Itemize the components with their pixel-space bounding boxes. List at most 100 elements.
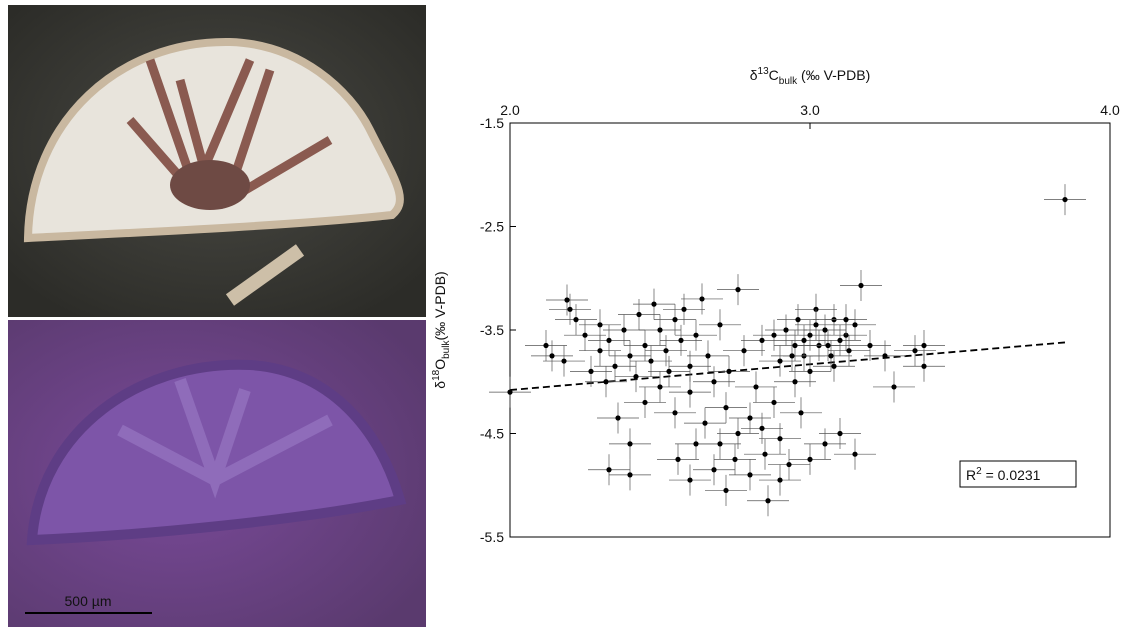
point [882,353,888,359]
point [687,389,693,395]
point [759,337,765,343]
point [1062,196,1068,203]
point [648,358,654,364]
point [813,322,819,328]
point [762,451,768,457]
point [597,322,603,328]
point [732,456,738,462]
point [603,379,609,385]
point [627,441,633,447]
point [807,368,813,374]
point [846,348,852,354]
point [801,337,807,343]
point [723,487,729,494]
point [615,415,621,421]
point [693,441,699,447]
trend-line [509,341,1066,391]
annotation-box: R2 = 0.0231 [959,460,1077,488]
point [741,348,747,354]
point [699,296,705,302]
point [789,353,795,359]
point [807,456,813,462]
point [561,358,567,364]
point [723,405,729,411]
point [921,342,927,349]
point [642,342,648,349]
point [837,430,843,437]
point [702,420,708,426]
x-tick-label: 2.0 [500,102,520,118]
point [627,472,633,478]
point [858,282,864,289]
point [852,322,858,328]
point [771,332,777,338]
point [687,477,693,483]
point [606,337,612,343]
point [711,379,717,385]
point [636,311,642,318]
point [792,342,798,349]
point [735,287,741,293]
point [753,384,759,390]
point [549,353,555,359]
point [672,317,678,323]
point [657,327,663,333]
point [786,461,792,468]
point [822,327,828,333]
point [588,368,594,374]
point [693,332,699,338]
point [567,306,573,312]
point [582,332,588,338]
point [726,368,732,374]
point [828,353,834,359]
point [831,363,837,369]
micrograph-cathodoluminescence: 500 µm [8,320,426,627]
x-axis-label: δ13Cbulk (‰ V-PDB) [750,66,871,87]
y-tick-label: -3.5 [480,322,504,338]
point [672,410,678,416]
point [825,342,831,349]
point [765,498,771,504]
point [771,399,777,406]
point [705,353,711,359]
point [747,472,753,478]
point [891,384,897,390]
point [822,441,828,447]
point [543,342,549,349]
point [912,348,918,354]
point [573,317,579,323]
point [687,363,693,369]
point [612,363,618,369]
micrograph-plain-light [8,5,426,317]
point [633,373,639,380]
point [678,337,684,343]
y-tick-label: -1.5 [480,115,504,131]
point [759,425,765,431]
point [921,363,927,369]
point [795,317,801,323]
point [735,430,741,437]
r-squared: R2 = 0.0231 [966,466,1041,483]
point [792,379,798,385]
point [717,322,723,328]
point [777,436,783,442]
point [681,306,687,312]
scale-label: 500 µm [65,593,112,609]
point [597,348,603,354]
point [642,399,648,406]
point [507,389,513,395]
point [852,451,858,457]
x-tick-label: 4.0 [1100,102,1120,118]
point [621,327,627,333]
y-axis-label: δ18Obulk(‰ V-PDB) [431,271,452,388]
point [606,467,612,473]
point [807,332,813,338]
point [798,410,804,416]
point [663,348,669,354]
point [657,384,663,390]
x-tick-label: 3.0 [800,102,820,118]
point [777,477,783,483]
point [711,467,717,473]
point [627,353,633,359]
